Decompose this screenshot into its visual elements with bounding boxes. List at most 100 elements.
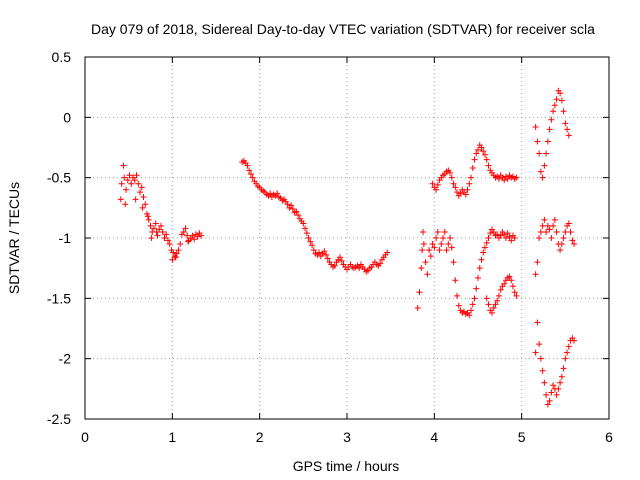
data-point — [511, 289, 518, 296]
data-point — [539, 222, 546, 229]
data-point — [144, 213, 151, 220]
data-point — [164, 237, 171, 244]
data-point — [490, 304, 497, 311]
data-point — [532, 349, 539, 356]
data-point — [508, 237, 515, 244]
data-point — [534, 259, 541, 266]
data-point — [424, 271, 431, 278]
data-point — [135, 180, 142, 187]
data-point — [485, 162, 492, 169]
data-point — [172, 254, 179, 261]
data-point — [310, 247, 317, 254]
plot-frame — [84, 56, 610, 420]
data-point — [429, 180, 436, 187]
data-point — [448, 174, 455, 181]
data-point — [303, 230, 310, 237]
data-point — [495, 175, 502, 182]
data-point — [145, 216, 152, 223]
data-point — [133, 172, 140, 179]
data-point — [138, 184, 145, 191]
data-point — [422, 259, 429, 266]
data-point — [490, 228, 497, 235]
data-point — [543, 150, 550, 157]
data-point — [324, 255, 331, 262]
data-point — [454, 292, 461, 299]
data-point — [471, 156, 478, 163]
chart-title: Day 079 of 2018, Sidereal Day-to-day VTE… — [91, 21, 595, 37]
data-point — [173, 250, 180, 257]
data-point — [560, 235, 567, 241]
data-point — [543, 391, 550, 398]
data-point — [543, 228, 550, 235]
data-point — [548, 389, 555, 396]
data-point — [323, 251, 330, 258]
data-point — [305, 235, 312, 241]
data-point — [337, 254, 344, 261]
data-point — [436, 247, 443, 254]
data-point — [466, 180, 473, 187]
data-point — [501, 280, 508, 287]
data-point — [562, 228, 569, 235]
data-point — [420, 241, 427, 248]
data-point — [443, 247, 450, 254]
data-point — [497, 232, 504, 239]
data-point — [564, 349, 571, 356]
data-point — [331, 262, 338, 269]
data-point — [118, 180, 125, 187]
data-point — [418, 265, 425, 272]
data-point — [567, 228, 574, 235]
x-axis-label: GPS time / hours — [293, 458, 400, 474]
data-point — [321, 248, 328, 255]
data-point — [478, 144, 485, 151]
data-point — [438, 241, 445, 248]
data-point — [487, 230, 494, 237]
data-point — [338, 257, 345, 264]
data-point — [537, 228, 544, 235]
data-point — [483, 156, 490, 163]
data-point — [473, 150, 480, 157]
data-point — [120, 162, 127, 169]
data-point — [536, 341, 543, 348]
y-tick-label: -2 — [59, 351, 72, 367]
x-tick-label: 2 — [256, 429, 264, 445]
data-point — [434, 228, 441, 235]
data-point — [558, 373, 565, 380]
data-point — [555, 385, 562, 392]
data-point — [468, 307, 475, 314]
data-point — [564, 126, 571, 133]
data-point — [544, 222, 551, 229]
data-point — [466, 312, 473, 319]
data-point — [126, 172, 133, 179]
data-point — [476, 265, 483, 272]
data-point — [497, 286, 504, 293]
data-point — [131, 177, 138, 184]
data-point — [557, 90, 564, 97]
data-point — [565, 220, 572, 227]
data-point — [309, 242, 316, 249]
data-point — [455, 302, 462, 309]
data-point — [377, 260, 384, 267]
data-point — [274, 190, 281, 197]
y-tick-label: -1 — [59, 230, 72, 246]
x-tick-label: 5 — [518, 429, 526, 445]
data-point — [537, 168, 544, 175]
data-point — [302, 225, 309, 232]
data-point — [289, 206, 296, 213]
data-point — [513, 292, 520, 299]
data-point — [537, 355, 544, 362]
y-tick-label: -2.5 — [47, 411, 71, 427]
x-tick-label: 4 — [430, 429, 438, 445]
data-point — [485, 301, 492, 308]
data-point — [139, 204, 146, 211]
y-axis-label: SDTVAR / TECUs — [6, 182, 22, 294]
data-point — [562, 355, 569, 362]
data-point — [504, 175, 511, 182]
axis-ticks: 0 1 2 3 4 5 6 0.5 0 -0.5 -1 -1.5 -2 -2.5 — [47, 49, 613, 445]
data-point — [445, 241, 452, 248]
data-point — [157, 222, 164, 229]
data-point — [565, 343, 572, 350]
data-point — [478, 256, 485, 263]
data-point — [433, 186, 440, 193]
data-point — [504, 230, 511, 237]
data-point — [475, 146, 481, 153]
